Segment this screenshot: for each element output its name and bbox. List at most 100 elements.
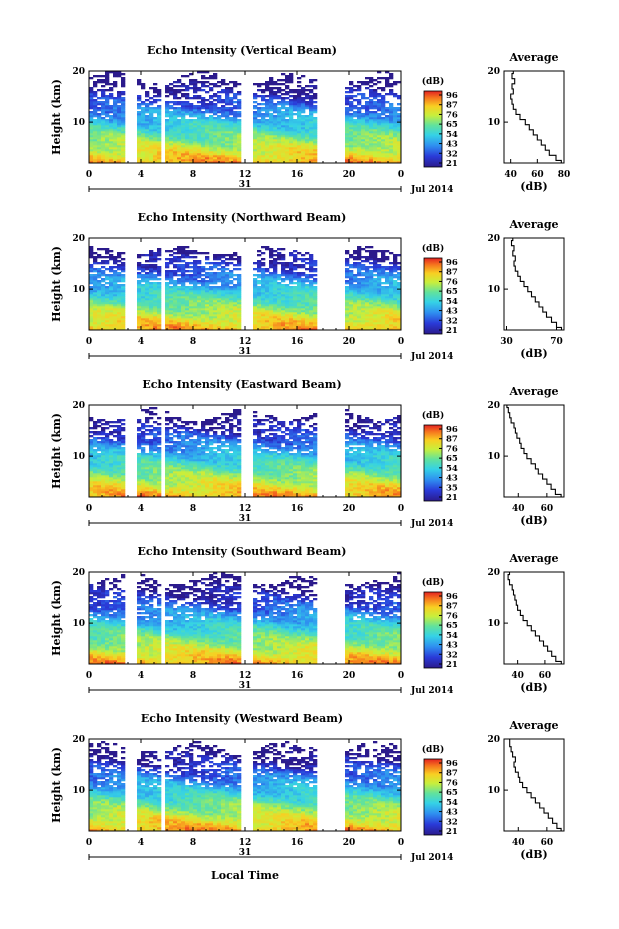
heatmap-cell [373,159,378,162]
heatmap-cell [113,137,118,140]
heatmap-cell [365,135,370,138]
heatmap-cell [229,254,234,257]
heatmap-cell [389,85,394,88]
heatmap-cell [93,441,98,444]
heatmap-cell [105,298,110,301]
heatmap-cell [97,304,102,307]
heatmap-cell [277,113,282,116]
heatmap-cell [145,111,150,114]
heatmap-cell [257,260,262,263]
heatmap-cell [217,286,222,289]
heatmap-cell [393,262,398,265]
heatmap-cell [293,254,298,257]
heatmap-cell [141,135,146,138]
heatmap-cell [101,471,106,474]
heatmap-cell [313,101,318,104]
heatmap-cell [281,284,286,287]
heatmap-cell [105,79,110,82]
heatmap-cell [141,324,146,327]
heatmap-cell [165,89,170,92]
heatmap-cell [177,103,182,106]
heatmap-cell [305,328,310,331]
heatmap-cell [165,262,170,265]
heatmap-cell [233,131,238,134]
heatmap-cell [233,314,238,317]
heatmap-cell [305,284,310,287]
heatmap-cell [273,308,278,311]
heatmap-cell [153,284,158,287]
heatmap-cell [285,274,290,277]
heatmap-cell [305,157,310,160]
heatmap-cell [157,298,162,301]
heatmap-cell [385,286,390,289]
heatmap-cell [289,89,294,92]
heatmap-cell [117,288,122,291]
heatmap-cell [105,445,110,448]
heatmap-cell [153,159,158,162]
heatmap-cell [297,133,302,136]
heatmap-cell [225,123,230,126]
heatmap-cell [89,495,94,498]
heatmap-cell [193,131,198,134]
heatmap-cell [181,161,186,164]
heatmap-cell [113,256,118,259]
heatmap-cell [101,155,106,158]
heatmap-cell [149,270,154,273]
heatmap-cell [173,304,178,307]
heatmap-cell [269,97,274,100]
heatmap-cell [229,157,234,160]
heatmap-cell [205,107,210,110]
heatmap-cell [257,328,262,331]
heatmap-cell [153,282,158,285]
heatmap-cell [89,145,94,148]
heatmap-cell [121,139,126,142]
heatmap-cell [193,105,198,108]
heatmap-cell [373,147,378,150]
heatmap-cell [365,157,370,160]
heatmap-cell [117,105,122,108]
heatmap-cell [385,256,390,259]
heatmap-cell [265,111,270,114]
heatmap-cell [353,105,358,108]
heatmap-cell [157,109,162,112]
heatmap-cell [377,131,382,134]
heatmap-cell [137,161,142,164]
heatmap-cell [369,131,374,134]
heatmap-cell [293,143,298,146]
heatmap-cell [345,95,350,98]
heatmap-cell [217,137,222,140]
heatmap-cell [357,153,362,156]
heatmap-cell [109,155,114,158]
heatmap-cell [189,147,194,150]
heatmap-cell [313,270,318,273]
heatmap-cell [349,109,354,112]
heatmap-cell [117,459,122,462]
heatmap-cell [309,280,314,283]
heatmap-cell [253,151,258,154]
heatmap-cell [269,294,274,297]
heatmap-cell [165,87,170,90]
heatmap-cell [157,119,162,122]
heatmap-cell [297,320,302,323]
heatmap-cell [201,324,206,327]
heatmap-cell [389,149,394,152]
heatmap-cell [109,115,114,118]
heatmap-cell [361,308,366,311]
heatmap-cell [397,294,402,297]
heatmap-cell [205,143,210,146]
heatmap-cell [221,155,226,158]
heatmap-cell [157,127,162,130]
heatmap-cell [217,85,222,88]
heatmap-cell [229,111,234,114]
heatmap-cell [121,113,126,116]
heatmap-cell [365,314,370,317]
heatmap-cell [97,469,102,472]
heatmap-cell [225,284,230,287]
heatmap-cell [97,314,102,317]
heatmap-cell [297,123,302,126]
heatmap-cell [357,141,362,144]
heatmap-cell [137,262,142,265]
heatmap-cell [145,109,150,112]
heatmap-cell [385,151,390,154]
heatmap-cell [93,457,98,460]
